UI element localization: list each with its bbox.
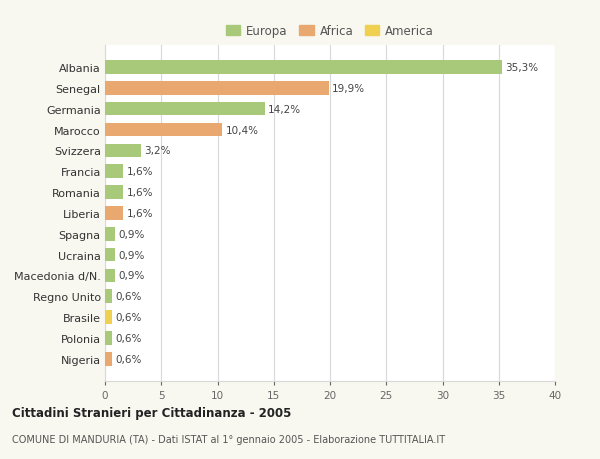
Bar	[105, 331, 112, 345]
Bar	[105, 165, 123, 179]
Text: COMUNE DI MANDURIA (TA) - Dati ISTAT al 1° gennaio 2005 - Elaborazione TUTTITALI: COMUNE DI MANDURIA (TA) - Dati ISTAT al …	[12, 434, 445, 444]
Text: 35,3%: 35,3%	[505, 63, 539, 73]
Text: Cittadini Stranieri per Cittadinanza - 2005: Cittadini Stranieri per Cittadinanza - 2…	[12, 406, 292, 419]
Bar	[105, 290, 112, 303]
Bar	[105, 248, 115, 262]
Bar	[105, 123, 222, 137]
Text: 14,2%: 14,2%	[268, 105, 301, 114]
Text: 0,6%: 0,6%	[115, 354, 142, 364]
Text: 3,2%: 3,2%	[145, 146, 171, 156]
Bar	[105, 186, 123, 199]
Text: 0,9%: 0,9%	[119, 229, 145, 239]
Text: 0,9%: 0,9%	[119, 250, 145, 260]
Text: 0,6%: 0,6%	[115, 313, 142, 322]
Legend: Europa, Africa, America: Europa, Africa, America	[223, 22, 437, 42]
Text: 10,4%: 10,4%	[226, 125, 259, 135]
Text: 0,6%: 0,6%	[115, 291, 142, 302]
Bar	[105, 82, 329, 95]
Bar	[105, 61, 502, 75]
Bar	[105, 352, 112, 366]
Text: 1,6%: 1,6%	[127, 188, 153, 198]
Bar	[105, 207, 123, 220]
Bar	[105, 103, 265, 116]
Text: 0,9%: 0,9%	[119, 271, 145, 281]
Text: 0,6%: 0,6%	[115, 333, 142, 343]
Bar	[105, 228, 115, 241]
Bar	[105, 269, 115, 283]
Bar	[105, 311, 112, 324]
Text: 19,9%: 19,9%	[332, 84, 365, 94]
Text: 1,6%: 1,6%	[127, 167, 153, 177]
Text: 1,6%: 1,6%	[127, 208, 153, 218]
Bar	[105, 144, 141, 158]
